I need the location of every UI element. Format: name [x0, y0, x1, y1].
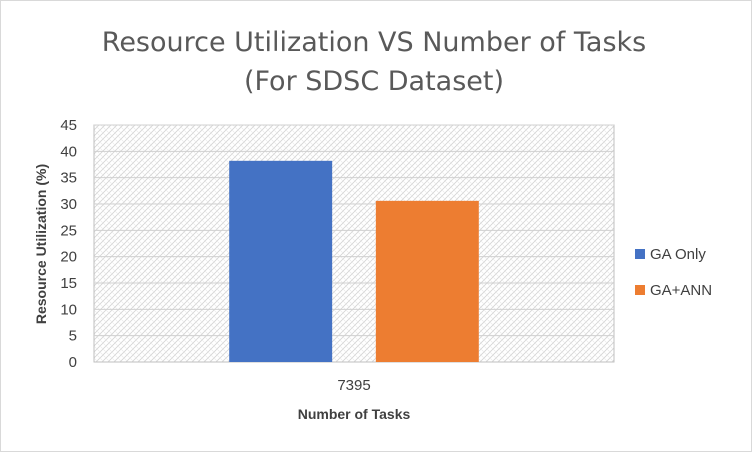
legend: GA Only GA+ANN — [635, 246, 712, 299]
x-axis-title: Number of Tasks — [298, 406, 411, 422]
legend-label: GA+ANN — [650, 282, 712, 299]
y-tick-label: 0 — [69, 354, 77, 371]
plot-area — [93, 124, 615, 363]
x-tick-label: 7395 — [337, 377, 370, 394]
y-tick-label: 20 — [60, 249, 77, 266]
y-tick-label: 40 — [60, 143, 77, 160]
gridlines — [94, 124, 614, 337]
y-axis-ticks: 0 5 10 15 20 25 30 35 40 45 — [60, 117, 77, 371]
y-tick-label: 35 — [60, 170, 77, 187]
chart-title-line-1: Resource Utilization VS Number of Tasks — [102, 27, 646, 58]
legend-label: GA Only — [650, 246, 706, 263]
y-tick-label: 15 — [60, 275, 77, 292]
x-axis-ticks: 7395 — [337, 377, 370, 394]
bars — [229, 160, 479, 362]
y-tick-label: 5 — [69, 328, 77, 345]
legend-swatch — [635, 285, 645, 295]
y-axis-title: Resource Utilization (%) — [33, 164, 49, 324]
chart-title-line-2: (For SDSC Dataset) — [244, 66, 504, 97]
bar-ga-ann — [375, 200, 479, 362]
y-tick-label: 30 — [60, 196, 77, 213]
legend-swatch — [635, 249, 645, 259]
bar-ga-only — [229, 160, 333, 362]
y-tick-label: 45 — [60, 117, 77, 134]
y-tick-label: 10 — [60, 301, 77, 318]
y-tick-label: 25 — [60, 222, 77, 239]
